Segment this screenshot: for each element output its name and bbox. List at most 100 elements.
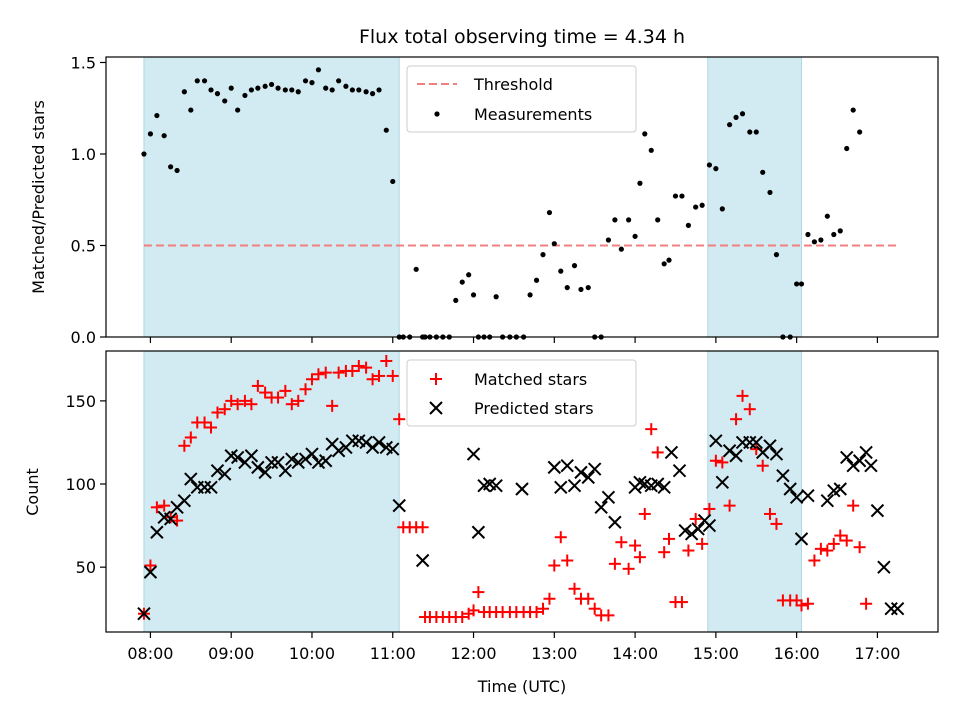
matched-stars-point	[225, 394, 238, 407]
top-measurement-point	[685, 222, 692, 228]
top-measurement-point	[262, 83, 268, 89]
predicted-stars-point	[331, 444, 346, 458]
top-measurement-point	[161, 133, 167, 139]
matched-stars-point	[393, 413, 406, 426]
matched-stars-point	[723, 499, 736, 512]
top-measurement-point	[309, 80, 315, 86]
top-measurement-point	[174, 167, 180, 174]
matched-stars-point	[543, 592, 556, 605]
top-measurement-point	[831, 231, 837, 238]
top-measurement-point	[655, 217, 661, 223]
top-measurement-point	[493, 294, 499, 300]
top-measurement-point	[632, 233, 638, 239]
top-measurement-point	[857, 129, 863, 135]
matched-stars-point	[615, 536, 628, 549]
predicted-stars-point	[567, 478, 582, 493]
top-measurement-point	[811, 239, 818, 245]
matched-stars-point	[285, 398, 298, 411]
matched-stars-point	[682, 544, 695, 557]
top-measurement-point	[201, 78, 208, 84]
x-tick-label-3: 11:00	[370, 644, 416, 663]
predicted-stars-point	[864, 459, 878, 473]
top-measurement-point	[773, 252, 780, 258]
matched-stars-point	[164, 511, 177, 524]
matched-stars-point	[860, 597, 873, 610]
bottom-y-tick-label-2: 150	[65, 392, 96, 411]
bottom-panel: 50 100 150 08:00 09:00 10:00 11:00 12:00 13:00 1…	[23, 350, 939, 663]
matched-stars-point	[299, 383, 312, 396]
predicted-stars-point	[820, 493, 835, 508]
predicted-stars-point	[359, 435, 373, 450]
matched-stars-point	[312, 368, 325, 381]
matched-stars-point	[689, 512, 702, 525]
top-measurement-point	[637, 180, 643, 186]
predicted-stars-point	[684, 527, 699, 541]
top-measurement-point	[794, 281, 800, 287]
top-shaded-interval-0	[143, 56, 400, 338]
bottom-y-axis-label: Count	[23, 468, 42, 516]
matched-stars-point	[205, 421, 218, 434]
top-legend-frame	[406, 65, 637, 133]
matched-stars-point	[150, 501, 163, 514]
matched-stars-point	[231, 398, 244, 411]
top-measurement-point	[626, 217, 632, 223]
top-legend-measurements-swatch	[434, 111, 440, 117]
top-measurement-point	[181, 89, 187, 95]
top-shade-layer	[143, 56, 802, 338]
x-tick-label-8: 16:00	[774, 644, 820, 663]
matched-stars-point	[292, 394, 305, 407]
predicted-stars-point	[594, 500, 608, 515]
matched-stars-point	[696, 537, 709, 550]
top-measurement-point	[818, 237, 824, 243]
predicted-stars-point	[702, 518, 717, 533]
top-legend-threshold-label: Threshold	[473, 75, 553, 94]
top-measurement-point	[459, 279, 465, 285]
top-y-tick-label-3: 1.5	[71, 53, 96, 72]
top-measurement-point	[571, 263, 578, 269]
bottom-panel-frame	[105, 350, 939, 633]
top-measurement-point	[343, 83, 349, 89]
matched-stars-point	[834, 529, 847, 542]
matched-stars-point	[561, 554, 574, 567]
top-measurement-point	[540, 252, 546, 258]
bottom-legend-matched-label: Matched stars	[474, 370, 587, 389]
predicted-stars-point	[137, 607, 151, 621]
top-measurement-point	[275, 85, 281, 91]
top-measurement-point	[824, 213, 830, 219]
top-measurement-point	[235, 107, 241, 113]
bottom-y-axis: 50 100 150	[65, 392, 106, 577]
predicted-stars-point	[608, 515, 622, 529]
x-tick-label-9: 17:00	[854, 644, 900, 663]
matched-stars-point	[709, 454, 722, 467]
top-measurement-point	[585, 284, 591, 291]
top-measurement-point	[295, 89, 301, 95]
top-measurement-point	[141, 151, 147, 157]
top-measurement-point	[470, 292, 477, 298]
predicted-stars-point	[251, 460, 265, 475]
top-measurement-point	[798, 281, 805, 287]
top-y-tick-label-0: 0.0	[71, 328, 96, 347]
matched-stars-point	[840, 534, 853, 547]
x-tick-label-2: 10:00	[289, 644, 335, 663]
top-y-axis-label: Matched/Predicted stars	[29, 100, 48, 294]
top-measurement-point	[605, 237, 612, 243]
predicted-stars-point	[163, 512, 178, 526]
predicted-stars-point	[184, 472, 198, 486]
top-measurement-point	[302, 78, 309, 84]
top-measurement-point	[336, 78, 342, 84]
top-measurement-point	[168, 164, 174, 170]
top-measurement-point	[154, 112, 160, 119]
matched-stars-point	[178, 439, 191, 452]
predicted-stars-point	[783, 482, 797, 496]
predicted-stars-point	[657, 480, 671, 495]
predicted-stars-point	[650, 477, 665, 491]
x-tick-label-4: 12:00	[450, 644, 496, 663]
matched-stars-point	[716, 456, 729, 469]
matched-stars-point	[568, 582, 581, 595]
matched-stars-point	[259, 386, 272, 399]
matched-stars-point	[582, 592, 595, 605]
top-measurement-point	[390, 178, 396, 185]
top-measurement-point	[699, 202, 705, 208]
matched-stars-point	[608, 557, 621, 570]
